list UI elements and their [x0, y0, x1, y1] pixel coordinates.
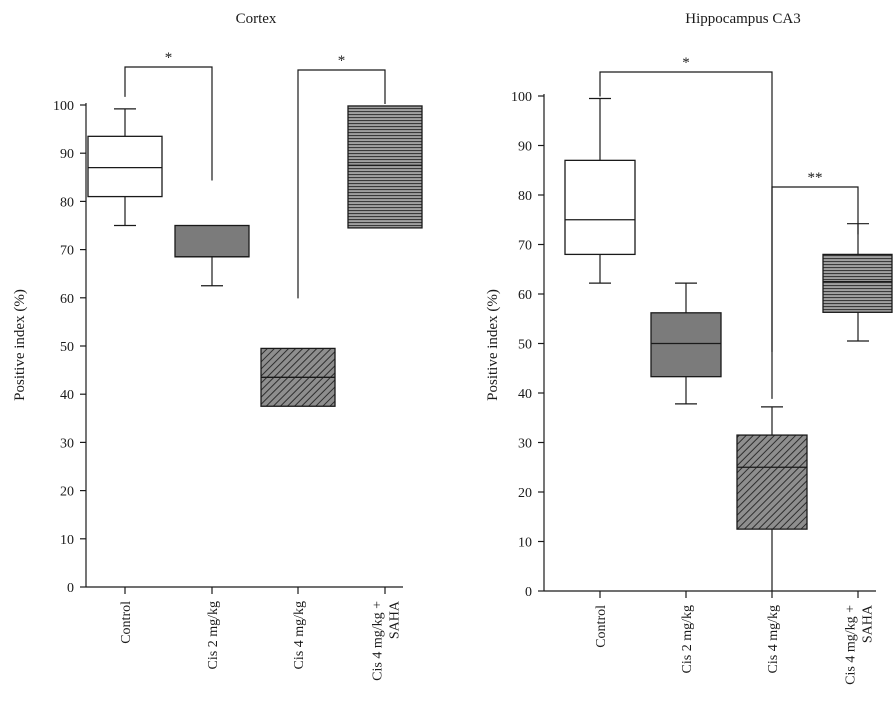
- box: [174, 224, 250, 258]
- x-tick-label: Cis 4 mg/kg: [766, 605, 781, 673]
- significance-label: *: [165, 50, 173, 66]
- x-tick-label: Cis 4 mg/kg +: [371, 601, 386, 681]
- y-tick-label: 90: [518, 140, 532, 155]
- y-tick-label: 30: [60, 436, 74, 451]
- significance-label: **: [808, 170, 823, 186]
- x-tick-label: Control: [119, 601, 134, 644]
- significance-label: *: [682, 55, 690, 71]
- y-tick-label: 20: [518, 486, 532, 501]
- box: [564, 159, 636, 256]
- y-tick-label: 10: [518, 536, 532, 551]
- box: [736, 434, 808, 530]
- y-tick-label: 100: [53, 99, 74, 114]
- significance-bracket: [124, 66, 213, 181]
- y-tick-label: 10: [60, 533, 74, 548]
- y-tick-label: 20: [60, 485, 74, 500]
- significance-label: *: [338, 53, 346, 69]
- chart-title: Hippocampus CA3: [685, 11, 800, 27]
- x-tick-label: SAHA: [388, 600, 403, 639]
- y-axis-label: Positive index (%): [485, 289, 501, 401]
- box: [822, 253, 893, 313]
- y-tick-label: 80: [518, 189, 532, 204]
- y-tick-label: 70: [60, 244, 74, 259]
- x-tick-label: Cis 2 mg/kg: [680, 605, 695, 673]
- y-tick-label: 60: [60, 292, 74, 307]
- y-tick-label: 40: [60, 388, 74, 403]
- x-tick-label: Cis 2 mg/kg: [206, 601, 221, 669]
- y-tick-label: 90: [60, 147, 74, 162]
- box: [87, 135, 163, 198]
- x-tick-label: Cis 4 mg/kg +: [844, 605, 859, 685]
- y-tick-label: 60: [518, 288, 532, 303]
- hippocampus-ca3-panel: Hippocampus CA3 Positive index (%) 0 10 20…: [485, 11, 893, 685]
- x-tick-label: SAHA: [861, 604, 876, 643]
- y-tick-label: 0: [67, 581, 74, 596]
- cortex-panel: Cortex Positive index (%) 0 10 20 30 40 50 60 7…: [12, 11, 423, 681]
- x-tick-label: Cis 4 mg/kg: [292, 601, 307, 669]
- y-tick-label: 40: [518, 387, 532, 402]
- box: [347, 105, 423, 229]
- significance-bracket: [771, 186, 859, 399]
- x-tick-label: Control: [594, 605, 609, 648]
- y-tick-label: 80: [60, 195, 74, 210]
- y-tick-label: 30: [518, 437, 532, 452]
- y-tick-label: 50: [518, 338, 532, 353]
- chart-title: Cortex: [236, 11, 277, 27]
- y-tick-label: 70: [518, 239, 532, 254]
- y-tick-label: 0: [525, 585, 532, 600]
- y-tick-label: 100: [511, 90, 532, 105]
- significance-bracket: [297, 69, 386, 299]
- y-axis-label: Positive index (%): [12, 289, 28, 401]
- box: [650, 312, 722, 378]
- y-tick-label: 50: [60, 340, 74, 355]
